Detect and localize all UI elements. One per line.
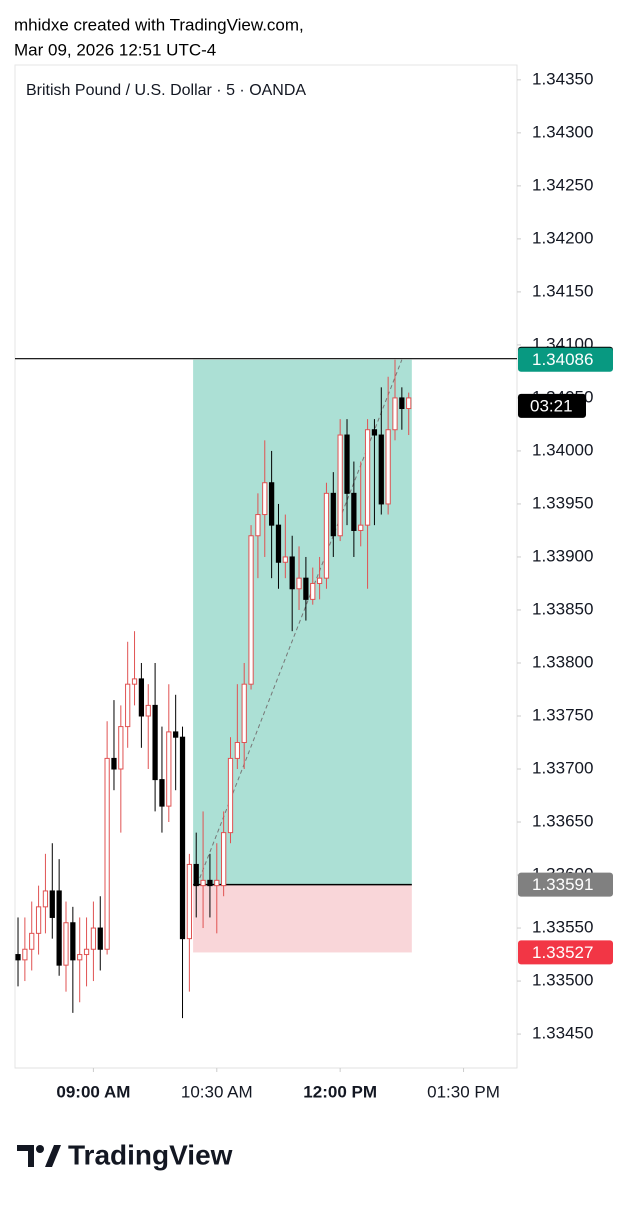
candle-body (399, 397, 405, 410)
candle-body (214, 879, 220, 887)
y-tick-label: 1.34250 (532, 175, 593, 194)
candle-body (330, 492, 336, 537)
y-tick-label: 1.34350 (532, 69, 593, 88)
candle-body (241, 683, 247, 744)
y-tick-label: 1.33450 (532, 1024, 593, 1043)
candle-body (378, 434, 384, 505)
candle-body (200, 879, 206, 887)
candle-body (15, 954, 21, 961)
candle-body (125, 683, 131, 728)
candle-body (22, 948, 28, 961)
brand-name: TradingView (68, 1139, 233, 1170)
header-line: Mar 09, 2026 12:51 UTC-4 (14, 40, 216, 59)
y-tick-label: 1.33650 (532, 812, 593, 831)
candle-body (193, 863, 199, 887)
candle-body (29, 932, 35, 950)
target-price-label: 1.34086 (532, 350, 593, 369)
candle-body (316, 577, 323, 584)
x-tick-label: 12:00 PM (303, 1082, 377, 1101)
candle-body (35, 906, 42, 934)
chart-title: British Pound / U.S. Dollar · 5 · OANDA (26, 82, 306, 99)
countdown: 03:21 (530, 396, 573, 415)
stop-price-label-box (518, 940, 613, 965)
candle-body (310, 582, 316, 600)
candle-body (227, 757, 234, 834)
candle-body (152, 704, 158, 781)
x-tick-label: 10:30 AM (181, 1082, 253, 1101)
candle-body (118, 726, 124, 770)
loss-zone (193, 884, 412, 953)
stop-price-label: 1.33527 (532, 943, 593, 962)
candle-body (385, 429, 391, 505)
candle-body (275, 524, 282, 563)
candle-body (49, 890, 55, 918)
candle-body (131, 678, 138, 685)
candle-body (56, 890, 62, 966)
y-tick-label: 1.34000 (532, 440, 593, 459)
candle-body (166, 731, 172, 807)
target-price-label-box (518, 347, 613, 372)
candle-body (159, 779, 165, 807)
candle-body (42, 890, 49, 908)
candle-body (392, 397, 398, 431)
candle-body (255, 514, 261, 537)
candle-body (111, 757, 117, 770)
candle-body (296, 577, 302, 590)
y-tick-label: 1.34300 (532, 122, 593, 141)
candle-body (262, 482, 268, 516)
entry-price-label-box (518, 872, 613, 897)
candle-body (90, 927, 97, 950)
y-tick-label: 1.33500 (532, 971, 593, 990)
candle-body (77, 954, 83, 961)
candle-body (63, 922, 69, 966)
x-tick-label: 09:00 AM (56, 1082, 130, 1101)
header-line: mhidxe created with TradingView.com, (14, 15, 304, 34)
candle-body (337, 434, 343, 537)
candle-body (358, 524, 364, 531)
candle-body (344, 434, 350, 494)
candle-body (268, 482, 275, 526)
candle-body (145, 704, 151, 717)
y-tick-label: 1.34150 (532, 281, 593, 300)
candle-body (97, 927, 103, 950)
candle-body (173, 731, 179, 738)
candle-body (221, 832, 227, 887)
candle-body (83, 948, 90, 956)
brand-logo (17, 1145, 61, 1167)
candle-body (138, 678, 145, 717)
candle-body (248, 535, 254, 685)
entry-price-label: 1.33591 (532, 875, 593, 894)
y-tick-label: 1.33900 (532, 546, 593, 565)
candle-body (186, 863, 192, 940)
y-tick-label: 1.33550 (532, 918, 593, 937)
candle-body (351, 492, 357, 531)
candle-body (104, 757, 110, 950)
candle-body (371, 429, 378, 436)
candle-body (179, 736, 186, 940)
y-tick-label: 1.33800 (532, 652, 593, 671)
candle-body (323, 492, 330, 579)
y-tick-label: 1.33850 (532, 599, 593, 618)
candle-body (406, 397, 412, 410)
y-tick-label: 1.33950 (532, 493, 593, 512)
countdown-box (518, 393, 586, 418)
candle-body (289, 556, 295, 590)
y-tick-label: 1.33750 (532, 705, 593, 724)
y-tick-label: 1.34200 (532, 228, 593, 247)
y-tick-label: 1.33700 (532, 758, 593, 777)
x-tick-label: 01:30 PM (427, 1082, 500, 1101)
candle-body (282, 556, 288, 563)
candle-body (364, 429, 371, 526)
candle-body (70, 922, 76, 961)
candle-body (207, 879, 213, 887)
candle-body (303, 577, 309, 600)
candle-body (234, 742, 240, 759)
